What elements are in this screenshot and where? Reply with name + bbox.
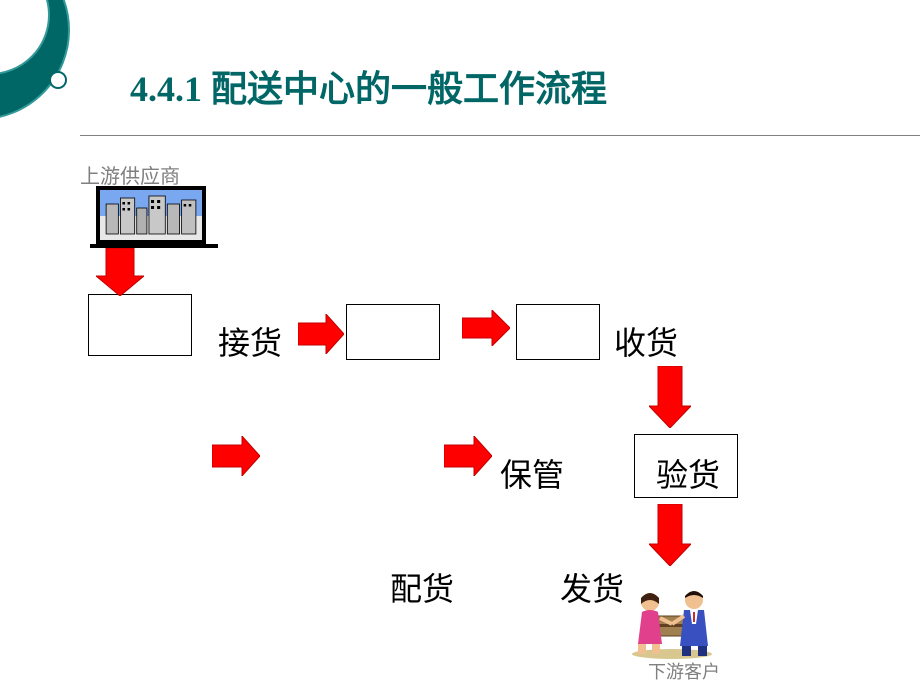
label-receive: 接货 bbox=[218, 318, 282, 364]
title-underline bbox=[80, 135, 920, 136]
flow-box-2 bbox=[346, 304, 440, 360]
arrow-right-1 bbox=[298, 314, 344, 354]
arrow-down-3 bbox=[649, 504, 691, 566]
label-shouhuo: 收货 bbox=[614, 318, 678, 364]
supplier-caption: 上游供应商 bbox=[80, 160, 180, 189]
arrow-down-1 bbox=[96, 248, 144, 296]
label-yanhuo: 验货 bbox=[656, 450, 720, 496]
label-baoguan: 保管 bbox=[500, 450, 564, 496]
customer-caption: 下游客户 bbox=[648, 658, 720, 684]
arrow-right-3 bbox=[212, 436, 260, 476]
arrow-down-2 bbox=[649, 366, 691, 428]
arrow-right-2 bbox=[462, 310, 510, 346]
label-fahuo: 发货 bbox=[560, 564, 624, 610]
label-peihuo: 配货 bbox=[390, 564, 454, 610]
title-bullet bbox=[49, 71, 67, 89]
slide-title: 4.4.1 配送中心的一般工作流程 bbox=[130, 60, 607, 112]
supplier-building-icon bbox=[96, 186, 206, 244]
customer-people-icon bbox=[622, 584, 722, 664]
flow-box-1 bbox=[88, 294, 192, 356]
arrow-right-4 bbox=[444, 436, 492, 476]
flow-box-3 bbox=[516, 304, 600, 360]
